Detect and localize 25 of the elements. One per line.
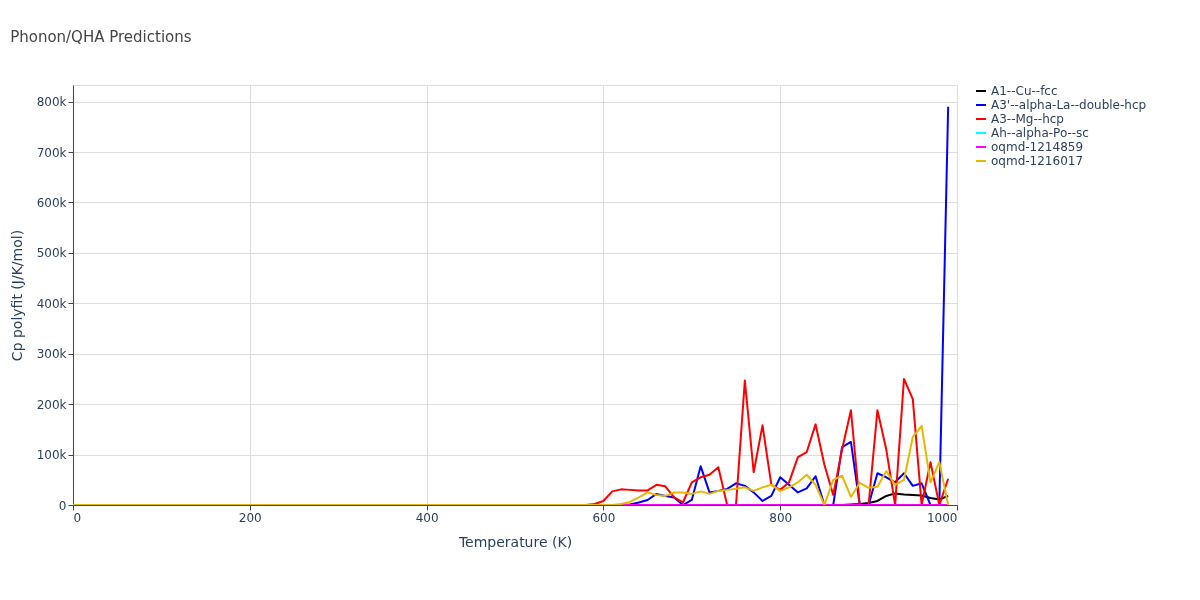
x-tick-label: 400 <box>415 510 439 525</box>
legend-label: oqmd-1214859 <box>991 140 1084 154</box>
legend-label: A3--Mg--hcp <box>991 112 1064 126</box>
y-tick-label: 500k <box>36 246 67 261</box>
x-tick-label: 0 <box>73 510 82 525</box>
y-tick-label: 200k <box>36 397 67 412</box>
line-series <box>73 424 950 505</box>
legend-label: A1--Cu--fcc <box>991 84 1058 98</box>
x-tick-label: 600 <box>592 510 616 525</box>
x-tick-label: 200 <box>238 510 262 525</box>
legend-label: oqmd-1216017 <box>991 154 1084 168</box>
y-tick-label: 700k <box>36 145 67 160</box>
y-tick-label: 300k <box>36 347 67 362</box>
x-tick-label: 1000 <box>926 510 958 525</box>
x-tick-label: 800 <box>769 510 793 525</box>
legend-label: A3'--alpha-La--double-hcp <box>991 98 1147 112</box>
y-tick-label: 0 <box>58 498 67 513</box>
x-axis-title: Temperature (K) <box>457 533 573 550</box>
y-tick-label: 400k <box>36 296 67 311</box>
y-tick-label: 600k <box>36 195 67 210</box>
y-tick-label: 100k <box>36 448 67 463</box>
y-tick-label: 800k <box>36 95 67 110</box>
chart-title: Phonon/QHA Predictions <box>10 28 192 46</box>
y-axis-title: Cp polyfit (J/K/mol) <box>8 229 25 362</box>
legend-label: Ah--alpha-Po--sc <box>991 126 1089 140</box>
